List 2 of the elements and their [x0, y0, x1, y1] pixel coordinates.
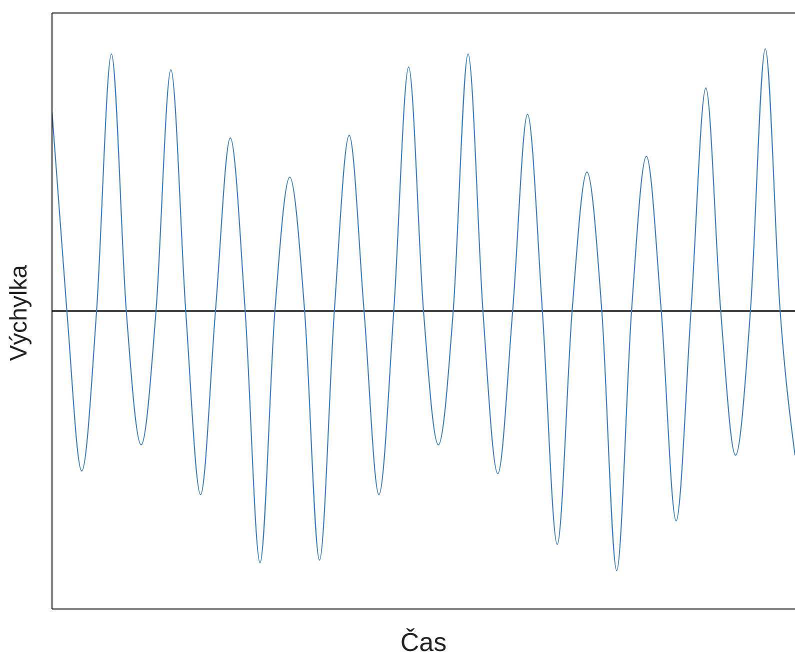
x-axis-title: Čas — [400, 627, 447, 653]
y-axis-title: Výchylka — [6, 264, 33, 361]
